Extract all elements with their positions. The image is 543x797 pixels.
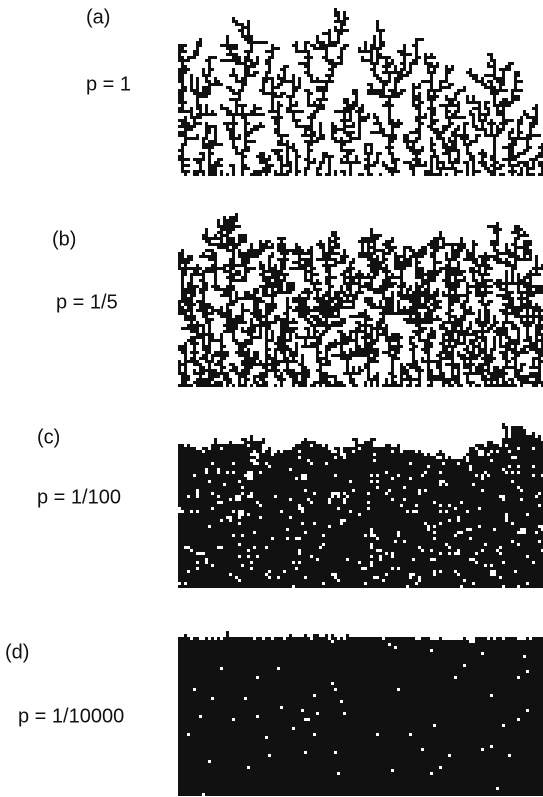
panel-parameter: p = 1/5 — [56, 291, 118, 313]
deposit-pattern — [178, 213, 543, 387]
panel-label: (d) — [5, 641, 29, 663]
figure: (a) p = 1 (b) p = 1/5 (c) p = 1/100 (d) … — [0, 0, 543, 797]
panel-label: (b) — [52, 228, 76, 250]
panel-parameter: p = 1/100 — [37, 486, 121, 508]
deposit-pattern — [178, 8, 543, 176]
panel-parameter: p = 1/10000 — [18, 705, 124, 727]
panel-label: (a) — [86, 6, 110, 28]
panel-label: (c) — [37, 426, 60, 448]
panel-parameter: p = 1 — [86, 73, 131, 95]
deposit-pattern — [178, 631, 543, 796]
deposit-pattern — [178, 423, 543, 588]
page: (a) p = 1 (b) p = 1/5 (c) p = 1/100 (d) … — [0, 0, 543, 797]
